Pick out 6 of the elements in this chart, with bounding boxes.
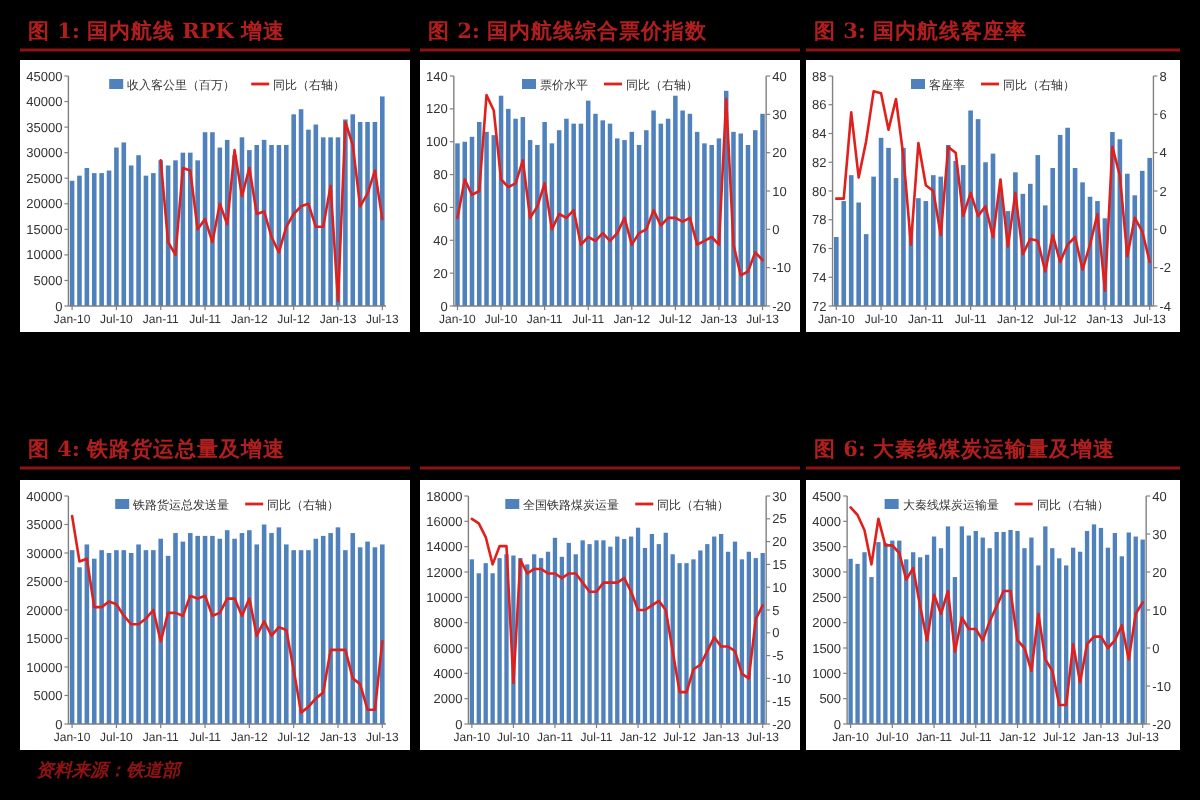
annotation: 资料来源：铁道部 (36, 762, 180, 782)
title: 图 4: 铁路货运总量及增速 (28, 438, 285, 462)
title: 图 3: 国内航线客座率 (814, 20, 1027, 44)
title: 图 2: 国内航线综合票价指数 (428, 20, 707, 44)
title: 图 6: 大秦线煤炭运输量及增速 (814, 438, 1115, 462)
title: 图 1: 国内航线 RPK 增速 (28, 20, 286, 44)
